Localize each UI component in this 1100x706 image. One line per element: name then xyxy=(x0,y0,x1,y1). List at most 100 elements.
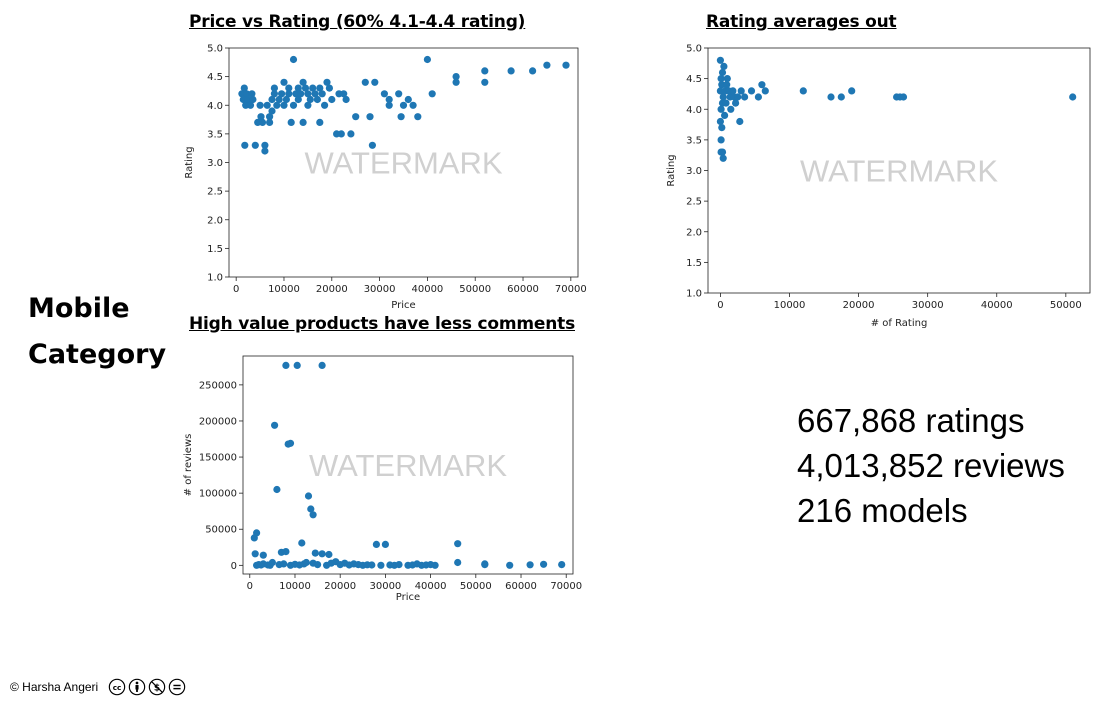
x-tick-label: 30000 xyxy=(912,300,944,311)
x-tick-label: 60000 xyxy=(507,284,539,295)
y-tick-label: 1.5 xyxy=(207,244,223,255)
data-point xyxy=(737,87,745,95)
x-tick-label: 40000 xyxy=(411,284,443,295)
y-tick-label: 2.5 xyxy=(207,187,223,198)
data-point xyxy=(718,124,726,132)
x-tick-label: 0 xyxy=(717,300,723,311)
data-point xyxy=(454,540,462,548)
data-point xyxy=(380,90,388,98)
x-tick-label: 30000 xyxy=(369,581,401,592)
data-point xyxy=(526,561,534,569)
x-axis-label: Price xyxy=(396,592,420,603)
data-point xyxy=(454,558,462,567)
data-point xyxy=(385,95,393,104)
data-point xyxy=(732,99,740,107)
data-point xyxy=(529,67,537,75)
data-point xyxy=(342,95,350,104)
data-point xyxy=(293,361,301,369)
data-point xyxy=(304,492,313,500)
y-tick-label: 50000 xyxy=(205,525,237,536)
data-point xyxy=(270,84,278,92)
data-point xyxy=(249,95,257,104)
data-point xyxy=(414,113,422,121)
y-tick-label: 3.0 xyxy=(686,166,702,177)
data-point xyxy=(837,93,845,101)
data-point xyxy=(313,95,321,104)
data-point xyxy=(304,90,312,98)
y-tick-label: 5.0 xyxy=(686,44,702,55)
y-tick-label: 200000 xyxy=(199,416,237,427)
data-point xyxy=(261,147,269,155)
footer: © Harsha Angeri cc $ xyxy=(10,678,186,696)
category-label-line2: Category xyxy=(28,339,167,370)
data-point xyxy=(263,101,271,109)
data-point xyxy=(716,117,725,126)
data-point xyxy=(368,141,376,149)
data-point xyxy=(318,361,326,369)
data-point xyxy=(718,68,727,77)
data-point xyxy=(325,550,333,559)
data-point xyxy=(266,118,274,126)
data-point xyxy=(328,95,336,104)
chart3-title: High value products have less comments xyxy=(189,314,575,334)
y-axis-label: # of reviews xyxy=(183,434,194,497)
stats-block: 667,868 ratings 4,013,852 reviews 216 mo… xyxy=(797,398,1065,533)
data-point xyxy=(347,130,355,138)
copyright-text: © Harsha Angeri xyxy=(10,680,99,694)
stat-reviews: 4,013,852 reviews xyxy=(797,447,1065,484)
chart2-title: Rating averages out xyxy=(706,12,897,32)
data-point xyxy=(481,561,489,569)
data-point xyxy=(240,84,248,92)
data-point xyxy=(282,95,290,104)
data-point xyxy=(734,93,742,101)
data-point xyxy=(273,485,281,494)
data-point xyxy=(827,93,835,101)
data-point xyxy=(409,101,417,109)
data-point xyxy=(1069,93,1077,101)
chart2-rating-count-vs-rating: WATERMARK 0 10000 20000 30000 40000 50000 1.0 1.… xyxy=(666,44,1091,329)
chart3-price-vs-reviews: WATERMARK 0 10000 20000 30000 40000 50000 60000… xyxy=(183,355,582,603)
data-point xyxy=(741,93,749,101)
y-tick-label: 1.0 xyxy=(207,273,223,284)
data-point xyxy=(297,90,305,98)
category-label-line1: Mobile xyxy=(28,293,130,324)
data-point xyxy=(721,111,729,119)
data-point xyxy=(289,101,298,109)
data-point xyxy=(506,561,514,569)
data-point xyxy=(719,93,727,101)
y-axis-label: Rating xyxy=(184,146,195,178)
data-point xyxy=(278,90,286,98)
data-point xyxy=(399,101,408,109)
data-point xyxy=(304,101,312,109)
data-point xyxy=(299,78,307,86)
data-point xyxy=(251,550,259,558)
data-point xyxy=(282,361,290,369)
data-point xyxy=(256,101,264,109)
data-point xyxy=(723,75,731,83)
y-tick-label: 5.0 xyxy=(207,44,223,55)
data-point xyxy=(318,90,326,98)
x-tick-label: 60000 xyxy=(505,581,537,592)
data-point xyxy=(248,90,256,98)
cc-icon: cc xyxy=(108,678,126,696)
y-tick-label: 100000 xyxy=(199,489,237,500)
data-point xyxy=(758,81,766,89)
data-point xyxy=(736,117,744,126)
stat-models: 216 models xyxy=(797,492,968,529)
x-axis-label: Price xyxy=(391,300,415,311)
data-point xyxy=(729,87,737,95)
data-point xyxy=(717,105,725,113)
data-point xyxy=(311,90,319,98)
data-point xyxy=(321,101,329,109)
data-point xyxy=(371,78,379,86)
data-point xyxy=(368,561,376,569)
data-point xyxy=(302,558,310,567)
data-point xyxy=(452,73,460,81)
data-point xyxy=(289,55,298,64)
data-point xyxy=(540,560,548,568)
x-tick-label: 50000 xyxy=(460,581,492,592)
data-point xyxy=(294,95,302,104)
x-tick-label: 20000 xyxy=(316,284,348,295)
y-tick-label: 1.0 xyxy=(686,289,702,300)
x-axis-label: # of Rating xyxy=(871,318,928,329)
